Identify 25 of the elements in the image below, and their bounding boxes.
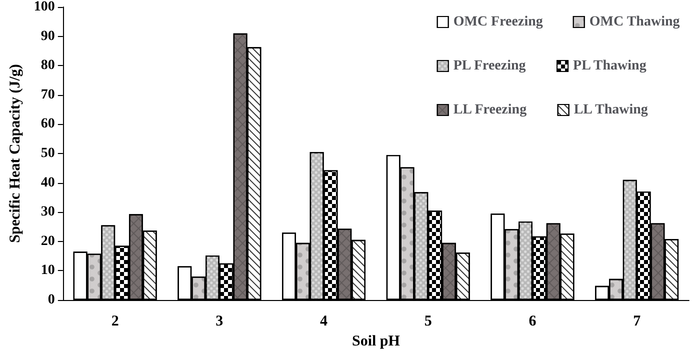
y-tick-label: 60: [40, 116, 55, 132]
x-tick-label: 7: [633, 314, 642, 330]
y-axis-title: Specific Heat Capacity (J/g): [8, 64, 24, 243]
x-axis-title: Soil pH: [352, 333, 400, 350]
x-tick-label: 5: [424, 314, 432, 330]
x-tick-label: 2: [111, 314, 119, 330]
legend-label: PL Thawing: [573, 58, 646, 74]
legend-label: LL Thawing: [574, 102, 648, 118]
y-tick-label: 50: [40, 146, 55, 161]
legend-label: OMC Freezing: [453, 14, 543, 30]
y-tick-label: 30: [40, 204, 55, 220]
legend-label: PL Freezing: [453, 58, 526, 74]
y-tick-label: 100: [34, 0, 55, 14]
x-tick-label: 4: [320, 314, 328, 330]
y-tick-label: 10: [40, 263, 55, 278]
y-tick-label: 20: [40, 234, 55, 249]
y-tick-label: 40: [40, 175, 55, 190]
y-tick-label: 90: [40, 28, 55, 44]
legend-label: LL Freezing: [453, 102, 527, 118]
y-tick-label: 70: [40, 87, 55, 102]
y-tick-label: 0: [48, 292, 55, 308]
x-tick-label: 6: [528, 314, 537, 330]
y-tick-label: 80: [40, 58, 55, 74]
legend-label: OMC Thawing: [589, 14, 680, 30]
x-tick-label: 3: [216, 314, 224, 330]
